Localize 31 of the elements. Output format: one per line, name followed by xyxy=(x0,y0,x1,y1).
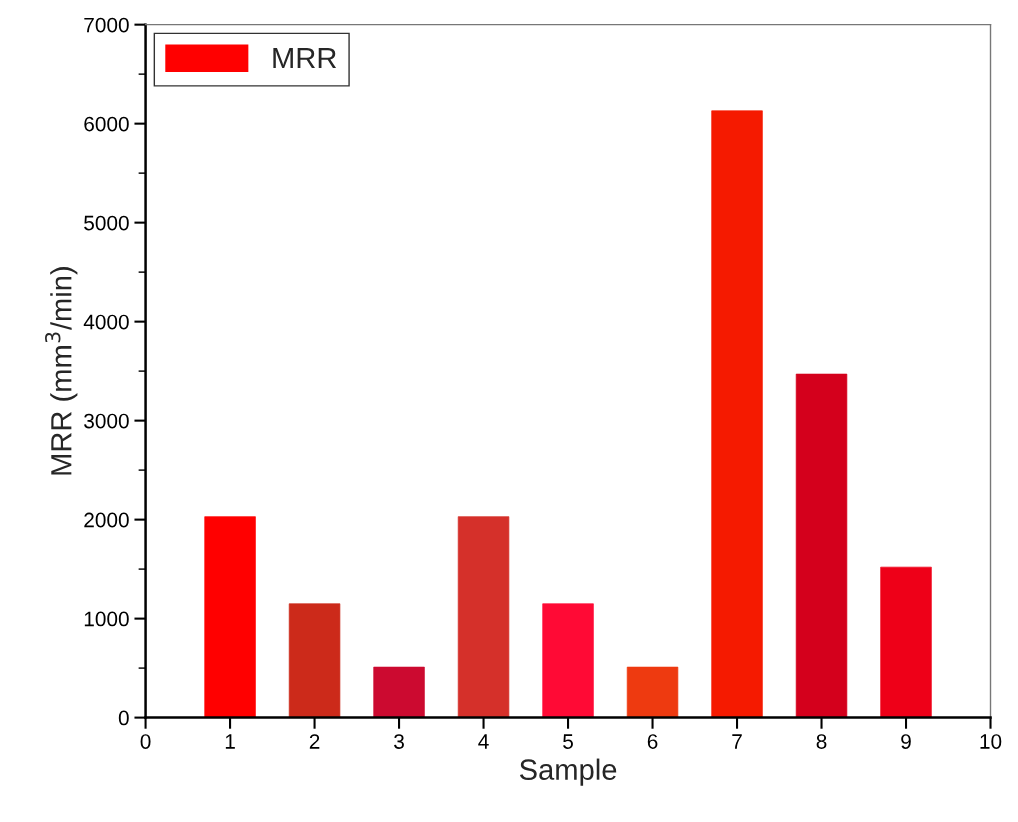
bar xyxy=(542,603,594,718)
x-tick-label: 7 xyxy=(732,734,742,749)
legend-label: MRR xyxy=(273,48,337,69)
x-tick-label: 8 xyxy=(816,734,827,749)
x-tick-label: 0 xyxy=(140,734,151,749)
x-tick-label: 4 xyxy=(478,734,489,749)
y-tick-label: 3000 xyxy=(84,413,129,429)
bar xyxy=(880,566,932,718)
y-tick-label: 2000 xyxy=(84,512,129,528)
bar xyxy=(373,666,425,718)
y-tick-label: 5000 xyxy=(84,215,129,231)
x-tick-label: 5 xyxy=(563,734,573,749)
y-tick-label: 1000 xyxy=(84,611,129,627)
x-tick-label: 3 xyxy=(394,734,404,749)
bar xyxy=(711,110,763,718)
x-tick-label: 1 xyxy=(225,734,235,749)
x-tick-label: 10 xyxy=(980,734,1002,749)
y-tick-label: 4000 xyxy=(83,314,129,330)
x-tick-label: 2 xyxy=(309,734,320,749)
x-tick-label: 9 xyxy=(901,734,911,749)
bar xyxy=(626,666,679,718)
bar xyxy=(795,373,848,718)
bar xyxy=(204,516,256,718)
bar xyxy=(457,516,510,718)
y-tick-label: 0 xyxy=(118,710,129,726)
x-tick-label: 6 xyxy=(647,734,658,749)
y-axis-title: MRR (mm$^{3}$/min) xyxy=(45,267,78,475)
bar xyxy=(288,603,341,718)
x-axis-title: Sample xyxy=(519,758,617,786)
y-tick-label: 7000 xyxy=(84,17,129,33)
y-tick-label: 6000 xyxy=(84,116,129,132)
